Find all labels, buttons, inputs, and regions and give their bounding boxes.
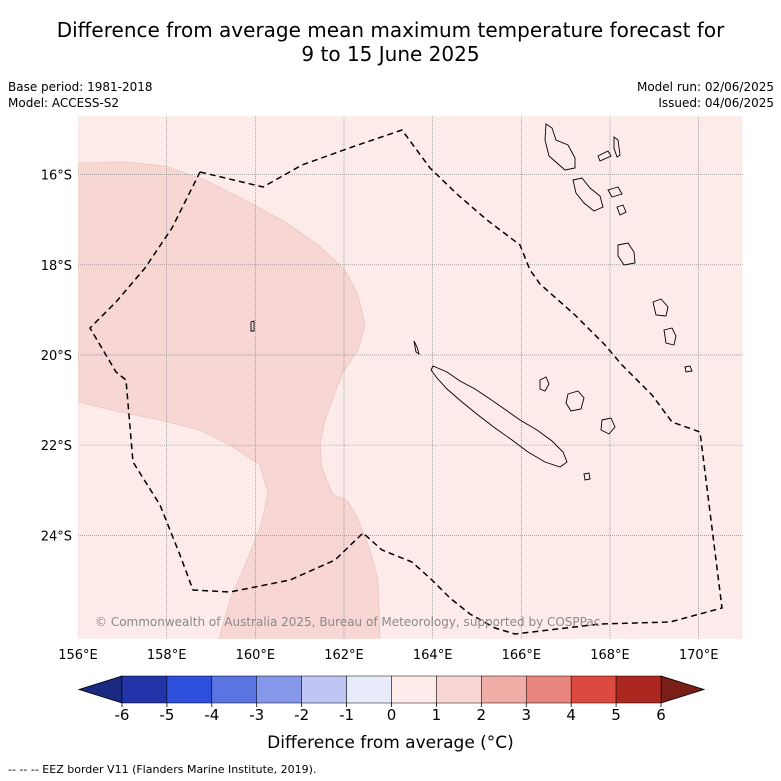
model-name: Model: ACCESS-S2 — [8, 96, 120, 110]
lon-tick-label: 166°E — [502, 648, 542, 663]
malekula — [572, 177, 604, 212]
colorbar-swatch — [526, 675, 572, 704]
lon-tick-label: 156°E — [58, 648, 98, 663]
erromango — [652, 298, 669, 317]
loyalty-island-mare — [600, 417, 616, 435]
pentecost — [613, 136, 621, 158]
lat-tick-label: 16°S — [41, 169, 72, 184]
lat-tick-label: 18°S — [41, 259, 72, 274]
isle-of-pines — [583, 472, 591, 481]
colorbar-tick-label: 3 — [521, 706, 531, 724]
lon-tick-label: 170°E — [679, 648, 719, 663]
espiritu-santo — [544, 123, 576, 171]
belep-islands — [413, 340, 420, 356]
meta-right: Model run: 02/06/2025 Issued: 04/06/2025 — [637, 79, 774, 111]
aneityum — [684, 365, 693, 373]
colorbar-tick-label: -3 — [249, 706, 264, 724]
chesterfield-reef — [250, 320, 255, 332]
tanna — [663, 327, 677, 346]
colorbar-tick-label: 4 — [566, 706, 576, 724]
colorbar-swatch — [211, 675, 257, 704]
colorbar-swatch — [346, 675, 392, 704]
colorbar-tick-label: -5 — [159, 706, 174, 724]
base-period: Base period: 1981-2018 — [8, 80, 153, 94]
colorbar-label: Difference from average (°C) — [267, 733, 514, 753]
lon-tick-label: 164°E — [413, 648, 453, 663]
eez-legend-note: -- -- -- EEZ border V11 (Flanders Marine… — [8, 763, 317, 776]
colorbar-swatch — [481, 675, 527, 704]
meta-left: Base period: 1981-2018 Model: ACCESS-S2 — [8, 79, 153, 111]
colorbar-over-arrow — [660, 675, 706, 704]
lon-tick-label: 158°E — [147, 648, 187, 663]
longitude-tick-labels: 156°E 158°E 160°E 162°E 164°E 166°E 168°E 170°E — [58, 648, 718, 663]
coastlines — [250, 123, 693, 481]
lat-tick-label: 24°S — [41, 529, 72, 544]
lon-tick-label: 168°E — [590, 648, 630, 663]
colorbar-tick-label: 0 — [387, 706, 397, 724]
colorbar-tick-label: 2 — [477, 706, 487, 724]
colorbar-swatch — [166, 675, 213, 704]
warm-anomaly-region — [78, 161, 381, 639]
lon-tick-label: 160°E — [236, 648, 276, 663]
colorbar-tick-label: 1 — [432, 706, 442, 724]
loyalty-island-ouvea — [539, 376, 550, 392]
maewo — [597, 150, 612, 162]
chart-title: Difference from average mean maximum tem… — [0, 18, 781, 66]
title-line-2: 9 to 15 June 2025 — [301, 42, 480, 66]
colorbar-swatch — [615, 675, 662, 704]
colorbar-swatch — [436, 675, 482, 704]
copyright-notice: © Commonwealth of Australia 2025, Bureau… — [95, 615, 600, 629]
colorbar: -6 -5 -4 -3 -2 -1 0 1 2 3 4 5 6 — [77, 675, 706, 724]
colorbar-swatch — [256, 675, 302, 704]
graticule — [78, 116, 743, 639]
new-caledonia-island — [430, 365, 568, 468]
loyalty-island-lifou — [565, 390, 585, 412]
model-run: Model run: 02/06/2025 — [636, 80, 774, 94]
latitude-tick-labels: 16°S 18°S 20°S 22°S 24°S — [41, 169, 72, 545]
colorbar-swatch — [301, 675, 347, 704]
lat-tick-label: 20°S — [41, 349, 72, 364]
issued-date: Issued: 04/06/2025 — [658, 96, 774, 110]
colorbar-swatch — [121, 675, 168, 704]
colorbar-tick-label: -1 — [339, 706, 354, 724]
colorbar-tick-label: -6 — [115, 706, 130, 724]
colorbar-under-arrow — [77, 675, 123, 704]
colorbar-tick-label: -4 — [204, 706, 219, 724]
efate — [617, 242, 636, 266]
colorbar-swatch — [391, 675, 437, 704]
eez-border — [89, 129, 723, 635]
title-line-1: Difference from average mean maximum tem… — [56, 18, 725, 42]
colorbar-tick-label: 5 — [611, 706, 621, 724]
colorbar-tick-label: 6 — [656, 706, 666, 724]
epi — [616, 204, 627, 216]
ambrym — [607, 186, 623, 198]
lat-tick-label: 22°S — [41, 439, 72, 454]
lon-tick-label: 162°E — [324, 648, 364, 663]
colorbar-tick-label: -2 — [294, 706, 309, 724]
colorbar-swatch — [570, 675, 617, 704]
